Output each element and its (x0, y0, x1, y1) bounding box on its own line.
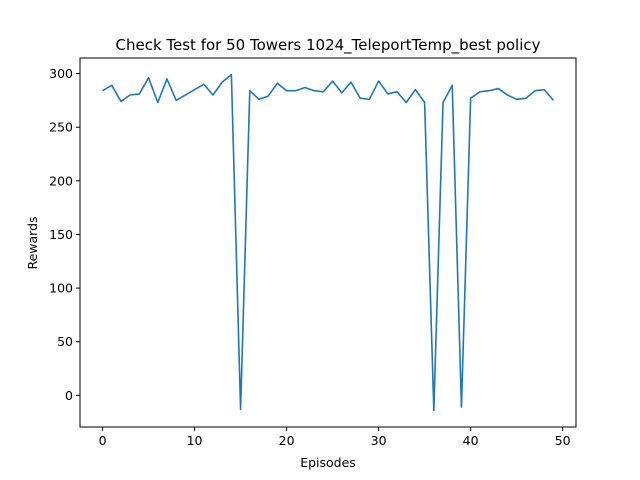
y-axis-label: Rewards (25, 216, 40, 269)
y-axis: 0 50 100 150 200 250 300 (49, 66, 80, 403)
x-tick-label: 40 (463, 433, 479, 448)
y-tick-label: 100 (49, 281, 73, 296)
x-tick-label: 50 (555, 433, 571, 448)
y-tick-label: 300 (49, 66, 73, 81)
x-tick-label: 10 (187, 433, 203, 448)
x-axis: 0 10 20 30 40 50 (99, 427, 571, 448)
y-tick-label: 200 (49, 173, 73, 188)
x-tick-label: 30 (371, 433, 387, 448)
y-tick-label: 150 (49, 227, 73, 242)
axes-frame (79, 57, 577, 428)
plot-area (102, 73, 555, 412)
x-tick-label: 0 (99, 433, 107, 448)
chart-title: Check Test for 50 Towers 1024_TeleportTe… (115, 36, 540, 55)
x-tick-label: 20 (279, 433, 295, 448)
y-tick-label: 0 (65, 388, 73, 403)
y-tick-label: 250 (49, 120, 73, 135)
x-axis-label: Episodes (300, 455, 356, 470)
series-line-0 (102, 73, 555, 412)
y-tick-label: 50 (57, 334, 73, 349)
